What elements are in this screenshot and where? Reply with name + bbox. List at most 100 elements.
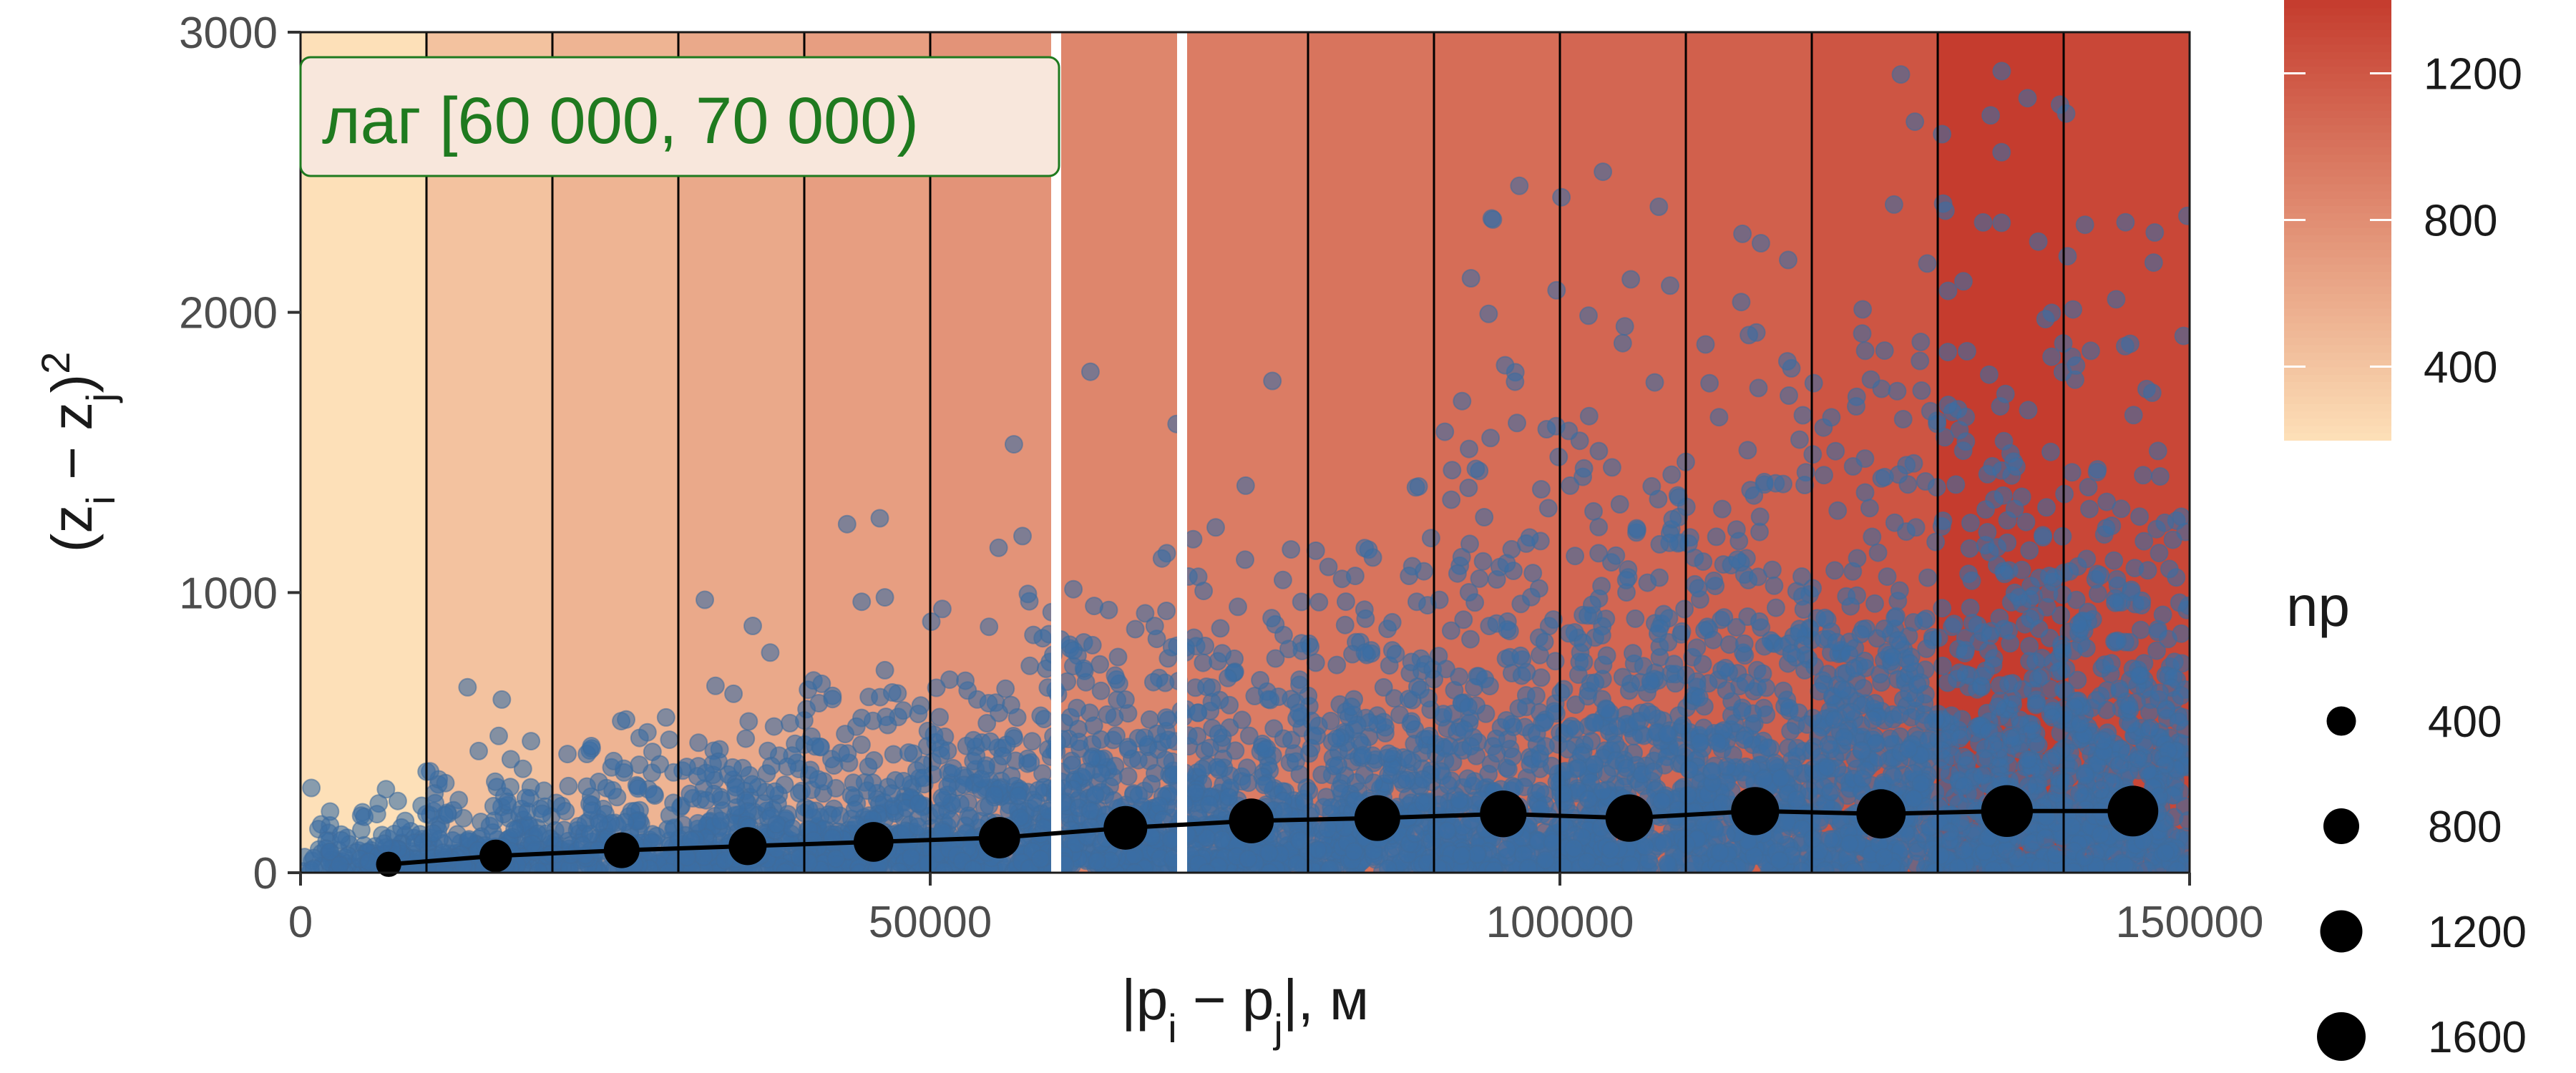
cloud-point <box>1213 644 1232 663</box>
cloud-point <box>894 701 913 720</box>
cloud-point <box>1239 726 1259 745</box>
cloud-point <box>1091 681 1111 700</box>
cloud-point <box>1696 335 1715 354</box>
cloud-point <box>1251 670 1270 690</box>
cloud-point <box>1822 408 1841 427</box>
cloud-point <box>2160 559 2179 579</box>
cloud-point <box>2075 215 2094 235</box>
cloud-point <box>1885 513 1904 532</box>
cloud-point <box>1013 526 1032 546</box>
cloud-point <box>1008 707 1027 727</box>
cloud-point <box>706 676 725 695</box>
cloud-point <box>484 796 503 815</box>
cloud-point <box>2009 588 2029 607</box>
cloud-point <box>2108 631 2127 650</box>
cloud-point <box>1254 775 1274 795</box>
cloud-point <box>1956 407 1976 426</box>
cloud-point <box>1933 656 1952 675</box>
cloud-point <box>1452 547 1471 567</box>
cloud-point <box>1675 599 1694 619</box>
cloud-point <box>985 785 1004 805</box>
cloud-point <box>804 831 823 850</box>
cloud-point <box>2135 531 2154 551</box>
cloud-point <box>1302 738 1321 758</box>
cloud-point <box>859 757 878 776</box>
cloud-point <box>826 849 846 868</box>
cloud-point <box>837 514 857 534</box>
cloud-point <box>1891 65 1911 84</box>
cloud-point <box>2107 290 2126 309</box>
cloud-point <box>1336 592 1355 612</box>
cloud-point <box>1108 647 1128 667</box>
cloud-point <box>1577 852 1596 871</box>
cloud-point <box>1750 612 1769 631</box>
cloud-point <box>1470 569 1489 588</box>
cloud-point <box>2115 856 2135 873</box>
cloud-point <box>981 732 1000 751</box>
cloud-point <box>1597 765 1616 784</box>
cloud-point <box>1465 677 1483 697</box>
cloud-point <box>1460 534 1479 554</box>
cloud-point <box>577 777 597 796</box>
cloud-point <box>1536 851 1555 870</box>
cloud-point <box>1421 529 1440 548</box>
cloud-point <box>1363 548 1382 567</box>
cloud-point <box>1870 665 1890 684</box>
cloud-point <box>1795 476 1814 494</box>
cloud-point <box>1184 529 1203 549</box>
cloud-point <box>1623 644 1642 663</box>
cloud-point <box>766 782 784 801</box>
cloud-point <box>522 732 541 751</box>
cloud-point <box>505 820 525 839</box>
cloud-point <box>1978 523 1997 542</box>
cloud-point <box>1536 737 1555 756</box>
cloud-point <box>870 509 889 528</box>
cloud-point <box>1704 571 1724 590</box>
cloud-point <box>1875 341 1894 361</box>
cloud-point <box>1473 552 1493 571</box>
cloud-point <box>1766 598 1785 617</box>
cloud-point <box>1574 633 1593 652</box>
cloud-point <box>1794 600 1813 619</box>
cloud-point <box>2144 253 2163 273</box>
cloud-point <box>1468 845 1487 864</box>
cloud-point <box>1584 501 1603 521</box>
cloud-point <box>643 763 661 783</box>
cloud-point <box>1020 656 1040 675</box>
cloud-point <box>1735 730 1754 749</box>
cloud-point <box>726 778 746 797</box>
cloud-point <box>1709 408 1729 427</box>
cloud-point <box>1917 639 1936 658</box>
cloud-point <box>811 738 830 757</box>
cloud-point <box>1610 495 1629 514</box>
cloud-point <box>884 745 903 764</box>
cloud-point <box>388 791 407 810</box>
cloud-point <box>1621 855 1640 873</box>
cloud-point <box>1689 688 1709 707</box>
cloud-point <box>1819 735 1838 755</box>
cloud-point <box>492 690 512 709</box>
cloud-point <box>2062 817 2082 836</box>
cloud-point <box>2150 683 2170 702</box>
cloud-point <box>1206 518 1225 537</box>
cloud-point <box>2062 463 2082 482</box>
cloud-point <box>1503 747 1522 766</box>
cloud-point <box>1156 750 1175 770</box>
cloud-point <box>617 710 635 729</box>
cloud-point <box>1069 733 1088 752</box>
cloud-point <box>724 684 743 703</box>
cloud-point <box>1574 459 1594 478</box>
cloud-point <box>743 617 762 635</box>
cloud-point <box>1755 637 1774 656</box>
cloud-point <box>1459 697 1478 717</box>
cloud-point <box>1853 300 1873 319</box>
cloud-point <box>2150 467 2170 486</box>
cloud-point <box>1118 738 1138 757</box>
cloud-point <box>1615 317 1634 336</box>
cloud-point <box>2174 326 2190 346</box>
cloud-point <box>1842 702 1861 722</box>
cloud-point <box>1996 384 2015 403</box>
cloud-point <box>1320 859 1339 873</box>
cloud-point <box>909 705 928 723</box>
cloud-point <box>1953 272 1973 291</box>
